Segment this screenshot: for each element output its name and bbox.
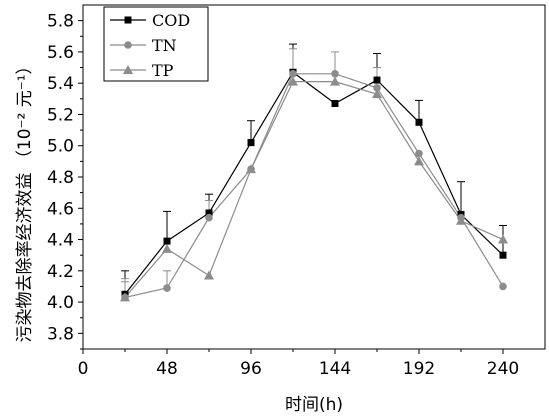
series-line-cod (124, 71, 504, 295)
legend-marker-tp (123, 65, 133, 74)
point-cod (415, 118, 423, 126)
point-cod (373, 76, 381, 84)
point-tp (456, 215, 466, 225)
point-tp (372, 89, 382, 99)
legend-marker-tn (124, 41, 132, 49)
y-tick-label: 5.0 (47, 137, 74, 157)
legend: COD TN TP (103, 6, 209, 82)
series-line-tn (124, 73, 504, 298)
legend-marker-cod (124, 16, 132, 24)
point-tn (499, 282, 507, 291)
point-tp (120, 292, 130, 302)
point-cod (163, 237, 171, 245)
point-tp (498, 234, 508, 244)
x-tick-label: 240 (487, 359, 519, 379)
point-tn (331, 70, 339, 78)
legend-label-tn: TN (152, 36, 177, 55)
point-tn (163, 284, 171, 292)
y-tick-label: 3.8 (47, 324, 74, 344)
point-tp (204, 270, 214, 280)
x-tick-label: 96 (240, 359, 262, 379)
x-tick-label: 144 (319, 359, 351, 379)
y-axis-title: 污染物去除率经济效益 （10⁻² 元⁻¹） (15, 57, 35, 342)
point-tp (246, 164, 256, 174)
point-tn (289, 70, 297, 78)
legend-label-tp: TP (152, 61, 174, 80)
point-cod (205, 209, 213, 217)
point-tp (288, 76, 298, 86)
point-tp (330, 76, 340, 86)
point-cod (331, 100, 339, 108)
y-tick-label: 5.6 (47, 43, 74, 63)
y-tick-label: 4.2 (47, 262, 74, 282)
y-tick-label: 4.0 (47, 293, 74, 313)
series-line-tp (124, 81, 504, 298)
x-axis-title: 时间(h) (285, 395, 343, 415)
x-tick-label: 48 (156, 359, 178, 379)
y-tick-label: 4.4 (47, 231, 74, 251)
point-tn (205, 213, 213, 222)
y-tick-label: 4.6 (47, 199, 74, 219)
point-tp (414, 156, 424, 166)
point-tn (415, 149, 423, 158)
y-tick-label: 4.8 (47, 168, 74, 188)
y-tick-label: 5.8 (47, 12, 74, 32)
legend-label-cod: COD (152, 11, 190, 30)
y-tick-label: 5.4 (47, 74, 74, 94)
point-cod (499, 251, 507, 259)
point-cod (247, 139, 255, 147)
point-tn (373, 84, 381, 92)
y-tick-label: 5.2 (47, 105, 74, 125)
legend-box (103, 6, 209, 82)
x-tick-label: 192 (403, 359, 435, 379)
x-tick-label: 0 (78, 359, 89, 379)
point-tp (162, 243, 172, 253)
